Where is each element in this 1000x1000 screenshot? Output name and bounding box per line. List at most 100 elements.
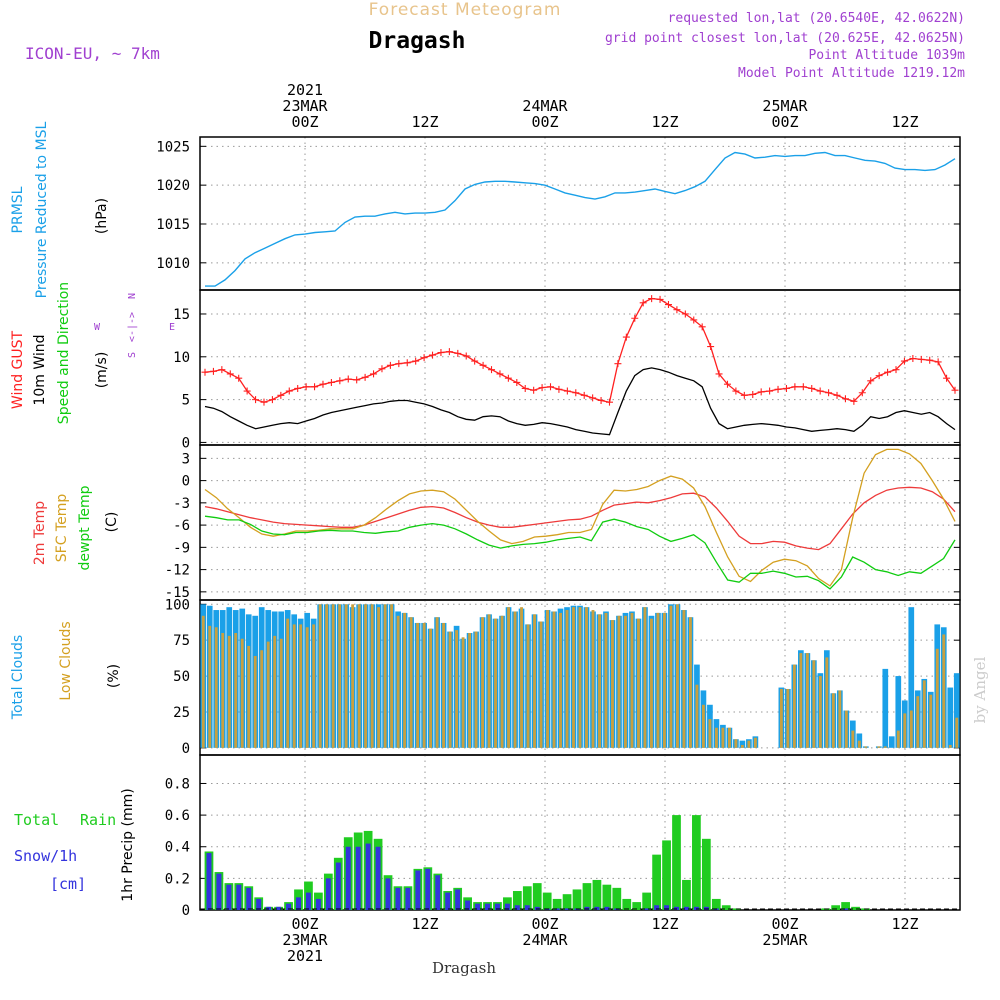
y-tick-label: 100 — [165, 597, 190, 613]
rain-bar — [612, 887, 622, 910]
gust-marker — [749, 390, 757, 398]
compass-arrows: <-|-> — [127, 312, 138, 342]
y-tick-label: -9 — [173, 540, 190, 556]
gust-marker — [681, 310, 689, 318]
snow-bar — [703, 906, 709, 910]
low-clouds-bar — [695, 684, 699, 748]
low-clouds-bar — [831, 693, 835, 748]
low-clouds-bar — [786, 688, 790, 748]
gust-marker — [900, 357, 908, 365]
low-clouds-bar — [500, 615, 504, 748]
gust-marker — [563, 387, 571, 395]
rain-label-rain: Rain — [80, 811, 116, 829]
gust-marker — [504, 374, 512, 382]
snow-bar — [514, 905, 520, 910]
gust-marker — [816, 387, 824, 395]
rain-bar — [692, 815, 701, 910]
gust-marker — [353, 376, 361, 384]
low-clouds-bar — [201, 615, 205, 748]
gust-marker — [917, 355, 925, 363]
y-tick-label: 3 — [182, 451, 190, 467]
gust-marker — [201, 368, 209, 376]
snow-bar — [236, 884, 242, 910]
low-clouds-bar — [344, 604, 348, 748]
y-tick-label: 0.8 — [165, 776, 190, 792]
total-clouds-bar — [739, 740, 746, 748]
rain-bar — [622, 898, 632, 910]
gust-marker — [429, 351, 437, 359]
y-tick-label: -15 — [165, 585, 190, 601]
gust-marker — [614, 360, 622, 368]
rain-bar — [642, 892, 652, 910]
sfc-label: SFC Temp — [54, 494, 70, 563]
low-clouds-bar — [630, 612, 634, 748]
rain-bar — [522, 886, 532, 910]
rain-bar — [851, 906, 860, 910]
rain-bar — [662, 840, 671, 910]
gust-marker — [538, 384, 546, 392]
rain-bar — [682, 879, 691, 910]
snow-bar — [534, 906, 540, 910]
low-clouds-bar — [312, 624, 316, 748]
rain-bar — [542, 892, 552, 910]
snow-bar — [375, 846, 381, 910]
rain-bar — [602, 884, 612, 910]
total-clouds-bar — [895, 676, 902, 748]
compass-east: E — [169, 322, 175, 333]
low-clouds-bar — [520, 607, 523, 748]
temp-unit: (C) — [104, 512, 120, 533]
low-clouds-bar — [292, 624, 296, 748]
x-tick-label-bottom: 12Z — [891, 915, 918, 933]
snow-bar — [843, 908, 849, 910]
gust-marker — [723, 380, 731, 388]
y-tick-label: 50 — [173, 669, 190, 685]
y-tick-label: -3 — [173, 496, 190, 512]
gust-marker — [572, 389, 580, 397]
gust-marker — [951, 386, 959, 394]
low-clouds-bar — [701, 704, 705, 748]
t2m-label: 2m Temp — [32, 501, 48, 565]
gust-marker — [555, 385, 563, 393]
gust-marker — [319, 380, 327, 388]
low-clouds-bar — [377, 607, 381, 748]
low-clouds-bar — [234, 633, 238, 748]
low-clouds-bar — [805, 653, 809, 748]
model-altitude: Model Point Altitude 1219.12m — [738, 66, 965, 81]
low-clouds-bar — [838, 690, 842, 748]
snow-bar — [415, 870, 421, 910]
snow-bar — [405, 887, 411, 910]
rain-bar — [572, 889, 582, 910]
compass-south: S — [127, 352, 138, 358]
snow-bar — [604, 906, 610, 910]
panel-frame — [199, 136, 961, 291]
low-clouds-bar — [533, 614, 536, 748]
x-tick-label-top: 24MAR — [522, 97, 568, 115]
plot-area: 1010101510201025051015-15-12-9-6-3030255… — [156, 81, 961, 965]
snow-bar — [276, 906, 282, 910]
gust-marker — [690, 316, 698, 324]
gust-marker — [218, 366, 226, 374]
low-clouds-bar — [266, 641, 270, 748]
snow-bar — [654, 905, 660, 910]
low-clouds-bar — [708, 719, 712, 748]
gust-marker — [488, 366, 496, 374]
low-clouds-bar — [663, 612, 666, 748]
low-clouds-bar — [591, 610, 595, 748]
snow-bar — [335, 862, 341, 910]
low-clouds-bar — [422, 622, 426, 748]
x-tick-label-top: 00Z — [531, 113, 558, 131]
snow-bar — [674, 906, 679, 910]
low-clouds-bar — [559, 612, 562, 748]
gust-marker — [530, 386, 538, 394]
gust-marker — [622, 333, 630, 341]
snow-bar — [564, 908, 570, 910]
rain-bar — [721, 905, 731, 910]
gust-marker — [799, 383, 807, 391]
gust-marker — [589, 394, 597, 402]
low-clouds-bar — [844, 710, 848, 748]
gust-marker — [403, 359, 411, 367]
low-clouds-bar — [370, 604, 374, 748]
gust-marker — [841, 395, 849, 403]
snow-bar — [325, 878, 331, 910]
gust-marker — [698, 323, 706, 331]
